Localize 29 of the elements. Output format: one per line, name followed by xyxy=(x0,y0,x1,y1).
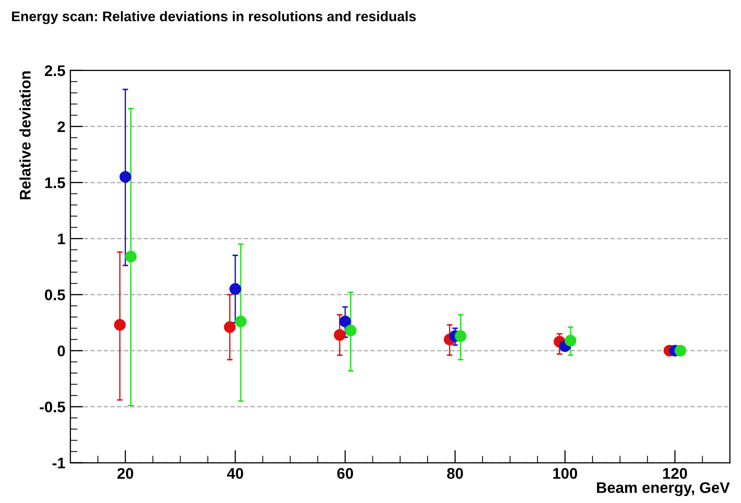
y-tick-label: 2.5 xyxy=(44,65,66,76)
y-tick-label: 0.5 xyxy=(44,289,66,300)
point xyxy=(234,316,247,328)
point xyxy=(454,330,466,342)
point xyxy=(114,319,126,331)
point xyxy=(674,344,686,357)
x-tick-label: 120 xyxy=(663,468,688,479)
point xyxy=(334,329,346,341)
y-tick-label: -1 xyxy=(52,458,66,468)
y-tick-label: 2 xyxy=(58,121,65,132)
point xyxy=(224,321,236,333)
x-tick-label: 100 xyxy=(553,468,578,479)
x-axis-title: Beam energy, GeV xyxy=(597,482,730,496)
point xyxy=(344,324,357,336)
x-tick-label: 80 xyxy=(447,468,463,479)
x-tick-label: 60 xyxy=(337,468,354,479)
y-tick-label: 1 xyxy=(58,234,66,244)
y-tick-label: 1.5 xyxy=(45,178,66,188)
point xyxy=(564,334,576,346)
x-tick-label: 40 xyxy=(227,468,244,479)
y-tick-label: 0 xyxy=(58,346,65,356)
y-tick-label: -0.5 xyxy=(40,402,66,412)
point xyxy=(229,283,242,295)
x-tick-label: 20 xyxy=(117,468,134,479)
point xyxy=(125,250,137,262)
y-axis-title: Relative deviation xyxy=(19,71,31,200)
point xyxy=(120,171,132,183)
chart-title: Energy scan: Relative deviations in resolutions and residuals xyxy=(12,11,416,24)
point xyxy=(339,316,352,328)
